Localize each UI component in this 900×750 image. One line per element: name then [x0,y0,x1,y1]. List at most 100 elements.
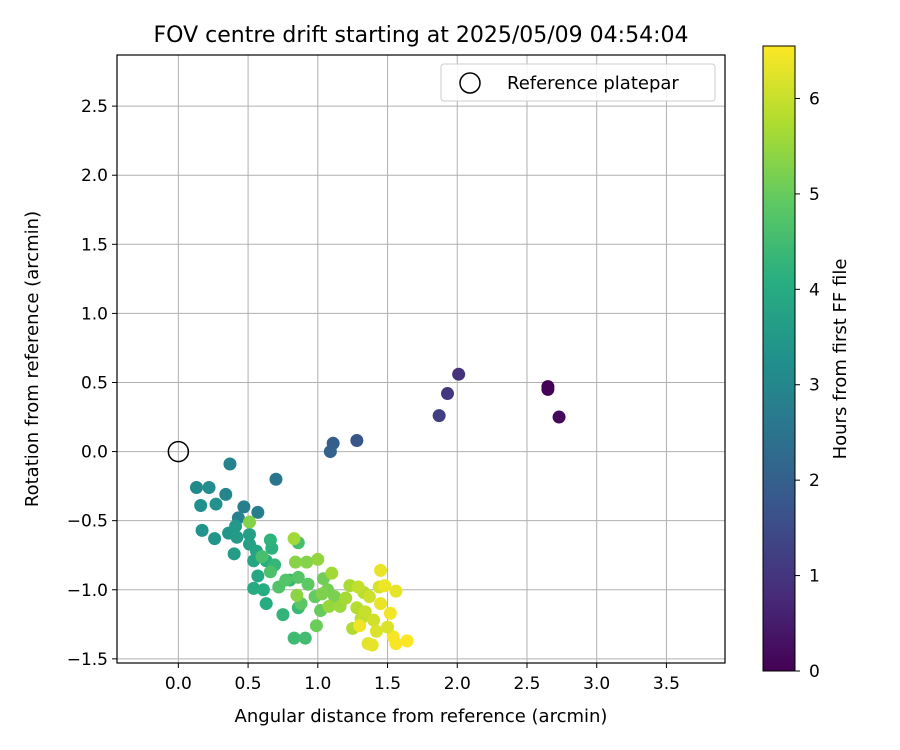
data-point [242,515,256,529]
x-tick-label: 3.5 [653,674,680,694]
colorbar: 0 1 2 3 4 5 6 Hours from first FF file [762,45,851,682]
y-tick-label: 1.5 [81,235,108,255]
data-point [311,552,325,566]
data-points [167,367,566,652]
data-point [323,445,337,459]
data-point [255,550,269,564]
x-tick-label: 3.0 [583,674,610,694]
legend: Reference platepar [440,63,716,102]
data-point [432,409,446,423]
reference-platepar-marker [167,440,190,463]
data-point [358,605,372,619]
data-point [256,583,270,597]
legend-marker-icon [459,72,481,94]
y-tick-label: −0.5 [67,512,108,532]
data-point [298,631,312,645]
data-point [552,410,566,424]
x-tick-label: 2.0 [444,674,471,694]
data-point [374,563,388,577]
x-tick-label: 1.0 [304,674,331,694]
plot-frame [116,54,726,664]
y-tick-label: −1.5 [67,650,108,670]
data-point [309,619,323,633]
data-point [362,590,376,604]
data-point [290,588,304,602]
data-point [259,597,273,611]
data-point [223,457,237,471]
data-point [287,532,301,546]
y-axis-ticks: −1.5 −1.0 −0.5 0.0 0.5 1.0 1.5 2.0 2.5 [67,97,117,670]
chart-title: FOV centre drift starting at 2025/05/09 … [154,23,689,48]
data-point [452,367,466,381]
y-tick-label: 2.0 [81,166,108,186]
y-tick-label: 1.0 [81,304,108,324]
data-point [237,500,251,514]
data-point [247,581,261,595]
data-point [315,587,329,601]
data-point [291,570,305,584]
colorbar-tick-label: 4 [809,280,820,300]
y-tick-label: 0.0 [81,443,108,463]
data-point [367,613,381,627]
x-tick-label: 2.5 [513,674,540,694]
colorbar-tick-label: 5 [809,185,820,205]
colorbar-tick-label: 2 [809,471,820,491]
data-point [381,620,395,634]
y-tick-label: 2.5 [81,97,108,117]
data-point [276,608,290,622]
legend-entry-label: Reference platepar [507,73,679,94]
data-point [300,555,314,569]
y-tick-label: −1.0 [67,581,108,601]
colorbar-tick-label: 0 [809,662,820,682]
data-point [339,591,353,605]
data-point [251,505,265,519]
data-point [378,579,392,593]
data-point [227,547,241,561]
data-point [325,566,339,580]
data-point [202,481,216,495]
data-point [279,573,293,587]
data-point [195,523,209,537]
data-point [263,533,277,547]
data-point [242,527,256,541]
data-point [269,472,283,486]
colorbar-tick-label: 3 [809,376,820,396]
data-point [328,590,342,604]
data-point [287,631,301,645]
data-point [389,584,403,598]
data-point [383,606,397,620]
data-point [322,599,336,613]
data-point [374,597,388,611]
data-point [301,577,315,591]
x-axis-ticks: 0.0 0.5 1.0 1.5 2.0 2.5 3.0 3.5 [165,663,680,694]
x-tick-label: 0.5 [235,674,262,694]
data-point [189,481,203,495]
data-point [288,555,302,569]
colorbar-tick-label: 6 [809,89,820,109]
data-point [440,387,454,401]
colorbar-label: Hours from first FF file [830,259,851,460]
data-point [208,532,222,546]
data-point [400,634,414,648]
data-point [263,565,277,579]
data-point [351,580,365,594]
x-tick-label: 0.0 [165,674,192,694]
data-point [219,487,233,501]
data-point [229,519,243,533]
data-point [194,498,208,512]
data-point [230,530,244,544]
data-point [369,624,383,638]
x-axis-label: Angular distance from reference (arcmin) [235,706,608,727]
x-tick-label: 1.5 [374,674,401,694]
data-point [353,619,367,633]
data-point [251,569,265,583]
data-point [365,638,379,652]
legend-box [440,63,716,102]
grid-lines [117,55,725,663]
y-axis-label: Rotation from reference (arcmin) [22,211,43,507]
data-point [209,497,223,511]
colorbar-ticks: 0 1 2 3 4 5 6 [795,89,820,682]
colorbar-gradient [762,45,796,672]
data-point [541,382,555,396]
